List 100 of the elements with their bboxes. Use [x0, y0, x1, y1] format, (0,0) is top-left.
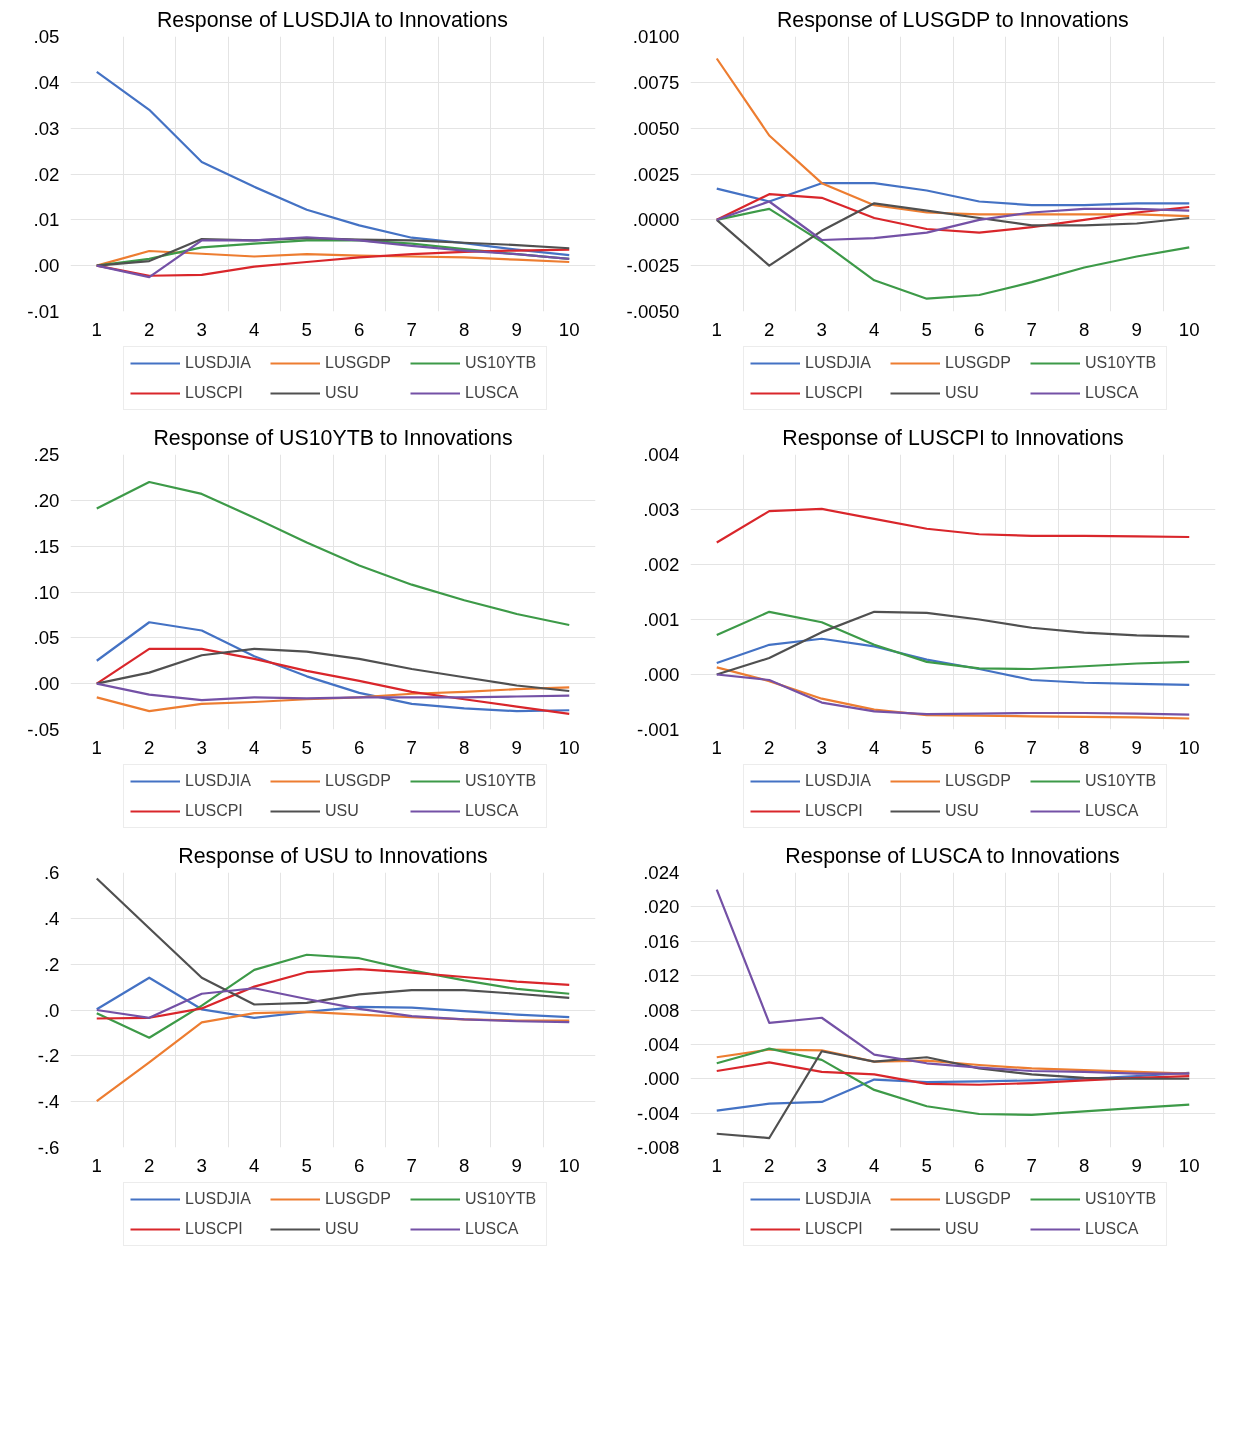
y-tick-label: -.05	[27, 719, 60, 740]
legend-label: LUSCA	[465, 384, 520, 402]
y-tick-label: -.0050	[626, 301, 680, 322]
line-series	[715, 1050, 1191, 1140]
y-tick-label: .020	[643, 896, 680, 918]
y-tick-label: -.004	[636, 1102, 680, 1124]
legend-label: LUSCA	[1085, 1220, 1140, 1238]
legend-label: LUSGDP	[325, 354, 392, 372]
legend-label: LUSCA	[465, 802, 520, 820]
y-tick-label: .15	[33, 535, 60, 557]
x-tick-label: 1	[711, 1154, 722, 1176]
x-tick-label: 5	[301, 736, 312, 758]
y-tick-label: .003	[643, 499, 680, 520]
chart-title: Response of LUSCA to Innovations	[785, 843, 1120, 868]
line-series	[95, 480, 571, 627]
y-tick-label: .024	[643, 862, 680, 883]
line-series	[95, 987, 571, 1024]
chart-title: Response of LUSDJIA to Innovations	[156, 7, 508, 32]
y-tick-label: .001	[643, 609, 680, 630]
legend-label: USU	[945, 802, 980, 820]
y-tick-label: -.4	[37, 1091, 60, 1113]
legend-label: US10YTB	[1085, 354, 1158, 372]
legend-label: LUSCPI	[185, 1220, 244, 1238]
legend-label: LUSDJIA	[805, 1190, 872, 1208]
x-tick-label: 3	[816, 1154, 827, 1176]
x-tick-label: 4	[249, 1154, 260, 1176]
y-tick-label: .002	[643, 554, 680, 575]
legend-label: LUSCPI	[805, 384, 864, 402]
chart-title: Response of USU to Innovations	[178, 843, 488, 868]
x-tick-label: 7	[406, 318, 417, 340]
legend-label: LUSGDP	[945, 354, 1012, 372]
line-series	[715, 1061, 1191, 1086]
legend-label: LUSGDP	[325, 772, 392, 790]
x-tick-label: 7	[1026, 736, 1037, 758]
legend-label: LUSGDP	[945, 1190, 1012, 1208]
x-tick-label: 10	[1178, 1154, 1200, 1176]
x-tick-label: 1	[91, 318, 102, 340]
line-series	[715, 202, 1191, 267]
y-tick-label: .016	[643, 930, 680, 952]
y-tick-label: .02	[33, 163, 60, 185]
legend-label: LUSCPI	[185, 384, 244, 402]
y-tick-label: .04	[33, 71, 60, 93]
line-series	[715, 673, 1191, 716]
x-tick-label: 1	[711, 736, 722, 758]
y-tick-label: .000	[643, 664, 680, 685]
legend-label: US10YTB	[1085, 772, 1158, 790]
x-tick-label: 5	[921, 318, 932, 340]
x-tick-label: 10	[1178, 318, 1200, 340]
x-tick-label: 8	[459, 736, 470, 758]
legend-label: LUSDJIA	[805, 354, 872, 372]
x-tick-label: 9	[1131, 1154, 1142, 1176]
line-series	[715, 637, 1191, 687]
y-tick-label: .000	[643, 1068, 680, 1090]
legend-label: LUSGDP	[325, 1190, 392, 1208]
x-tick-label: 6	[354, 318, 365, 340]
x-tick-label: 8	[1079, 318, 1090, 340]
y-tick-label: .6	[43, 862, 60, 883]
x-tick-label: 2	[144, 1154, 155, 1176]
x-tick-label: 9	[511, 736, 522, 758]
x-tick-label: 3	[816, 318, 827, 340]
legend-label: LUSCPI	[185, 802, 244, 820]
line-series	[715, 507, 1191, 544]
line-series	[715, 1047, 1191, 1116]
line-series	[95, 976, 571, 1019]
x-tick-label: 8	[459, 318, 470, 340]
legend-label: USU	[325, 802, 360, 820]
y-tick-label: -.6	[37, 1137, 60, 1158]
y-tick-label: -.001	[636, 719, 680, 740]
y-tick-label: .10	[33, 581, 60, 603]
x-tick-label: 3	[196, 318, 207, 340]
line-series	[95, 968, 571, 1020]
legend-label: USU	[945, 384, 980, 402]
line-series	[715, 200, 1191, 242]
x-tick-label: 9	[511, 318, 522, 340]
chart-title: Response of US10YTB to Innovations	[153, 425, 513, 450]
legend-label: LUSDJIA	[805, 772, 872, 790]
y-tick-label: .01	[33, 209, 60, 231]
x-tick-label: 6	[974, 736, 985, 758]
x-tick-label: 3	[196, 736, 207, 758]
legend-label: LUSCA	[1085, 802, 1140, 820]
y-tick-label: .0075	[632, 71, 680, 93]
y-tick-label: .05	[33, 26, 60, 47]
x-tick-label: 8	[459, 1154, 470, 1176]
line-series	[95, 1010, 571, 1103]
x-tick-label: 6	[974, 1154, 985, 1176]
line-series	[95, 621, 571, 713]
line-series	[95, 682, 571, 702]
x-tick-label: 6	[974, 318, 985, 340]
x-tick-label: 6	[354, 736, 365, 758]
x-tick-label: 5	[921, 736, 932, 758]
line-series	[715, 888, 1191, 1075]
x-tick-label: 4	[869, 1154, 880, 1176]
y-tick-label: .0025	[632, 163, 680, 185]
x-tick-label: 9	[1131, 318, 1142, 340]
y-tick-label: .0100	[632, 26, 680, 47]
legend-label: USU	[325, 1220, 360, 1238]
x-tick-label: 3	[196, 1154, 207, 1176]
line-series	[715, 182, 1191, 207]
legend-label: US10YTB	[465, 772, 538, 790]
x-tick-label: 1	[711, 318, 722, 340]
